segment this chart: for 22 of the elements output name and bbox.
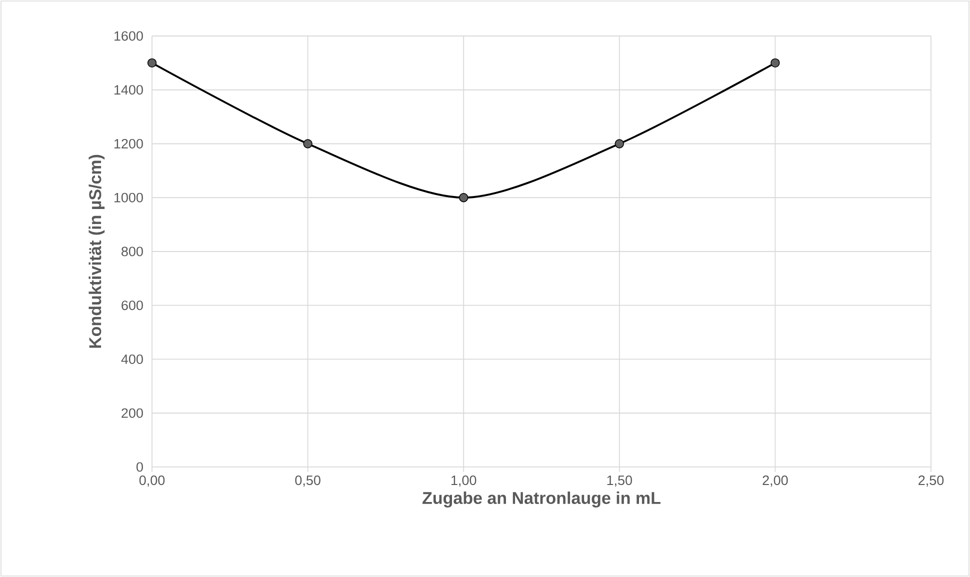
x-tick-label: 2,50	[918, 476, 944, 487]
y-tick-label: 1600	[114, 31, 143, 41]
x-tick-label: 1,50	[607, 476, 632, 487]
point	[303, 139, 312, 148]
y-tick-label: 1200	[114, 138, 143, 149]
x-tick-label: 0,00	[139, 476, 165, 487]
y-axis-title: Konduktivität (in µS/cm)	[88, 154, 105, 348]
point	[770, 58, 780, 68]
x-tick-label: 0,50	[295, 476, 320, 487]
y-tick-label: 0	[136, 462, 143, 472]
point	[614, 139, 624, 148]
point	[147, 58, 157, 68]
y-tick-label: 200	[122, 408, 143, 418]
y-tick-label: 1000	[114, 192, 143, 202]
y-tick-label: 600	[122, 300, 143, 310]
x-tick-label: 1,00	[452, 476, 476, 487]
x-tick-label: 2,00	[762, 476, 788, 487]
x-axis-title: Zugabe an Natronlauge in mL	[422, 492, 660, 508]
y-tick-label: 800	[122, 246, 143, 256]
y-tick-label: 400	[121, 354, 143, 364]
point	[459, 193, 468, 202]
y-tick-label: 1400	[114, 85, 143, 95]
